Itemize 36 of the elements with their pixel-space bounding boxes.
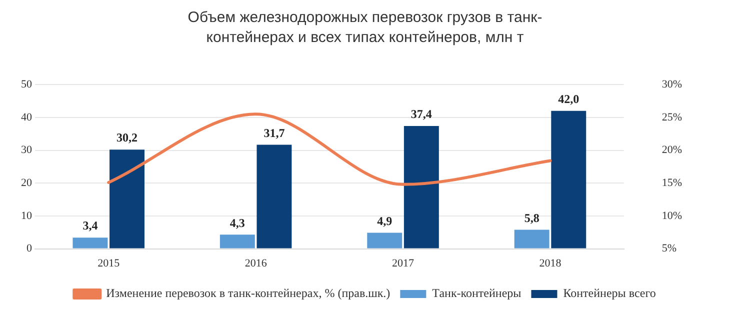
data-label: 30,2 xyxy=(116,130,138,145)
y2-tick-label: 10% xyxy=(662,210,682,222)
y-tick-label: 0 xyxy=(26,242,32,255)
bar xyxy=(514,230,550,248)
legend-label: Изменение перевозок в танк-контейнерах, % (прав.шк.) xyxy=(106,286,390,300)
data-label: 3,4 xyxy=(82,218,98,233)
data-label: 42,0 xyxy=(558,92,580,106)
x-tick-label: 2015 xyxy=(98,257,120,270)
data-label: 37,4 xyxy=(410,107,432,122)
y-tick-label: 40 xyxy=(21,111,32,124)
bar xyxy=(110,150,144,248)
y-tick-label: 20 xyxy=(21,177,32,190)
bar xyxy=(220,234,255,248)
legend-label: Контейнеры всего xyxy=(563,286,656,300)
y-tick-label: 10 xyxy=(21,210,32,222)
legend-label: Танк-контейнеры xyxy=(432,286,522,300)
bar xyxy=(404,126,439,248)
bar xyxy=(72,238,108,248)
data-label: 5,8 xyxy=(524,210,540,225)
y2-tick-label: 15% xyxy=(662,177,682,190)
bar xyxy=(551,110,586,248)
bar xyxy=(367,232,402,248)
y2-tick-label: 5% xyxy=(662,242,677,255)
data-label: 4,9 xyxy=(377,214,392,228)
bar xyxy=(256,144,292,248)
y2-tick-label: 30% xyxy=(662,78,682,90)
x-tick-label: 2018 xyxy=(539,257,562,270)
chart-title: Объем железнодорожных перевозок грузов в танк-контейнерах и всех типах контейнеров, млн т xyxy=(186,8,544,48)
x-tick-label: 2016 xyxy=(244,257,268,270)
x-tick-label: 2017 xyxy=(392,257,415,270)
y2-tick-label: 25% xyxy=(662,111,682,124)
y2-tick-label: 20% xyxy=(662,144,682,156)
data-label: 4,3 xyxy=(230,216,245,230)
y-tick-label: 50 xyxy=(21,78,32,90)
y-tick-label: 30 xyxy=(21,144,32,156)
data-label: 31,7 xyxy=(264,126,285,140)
